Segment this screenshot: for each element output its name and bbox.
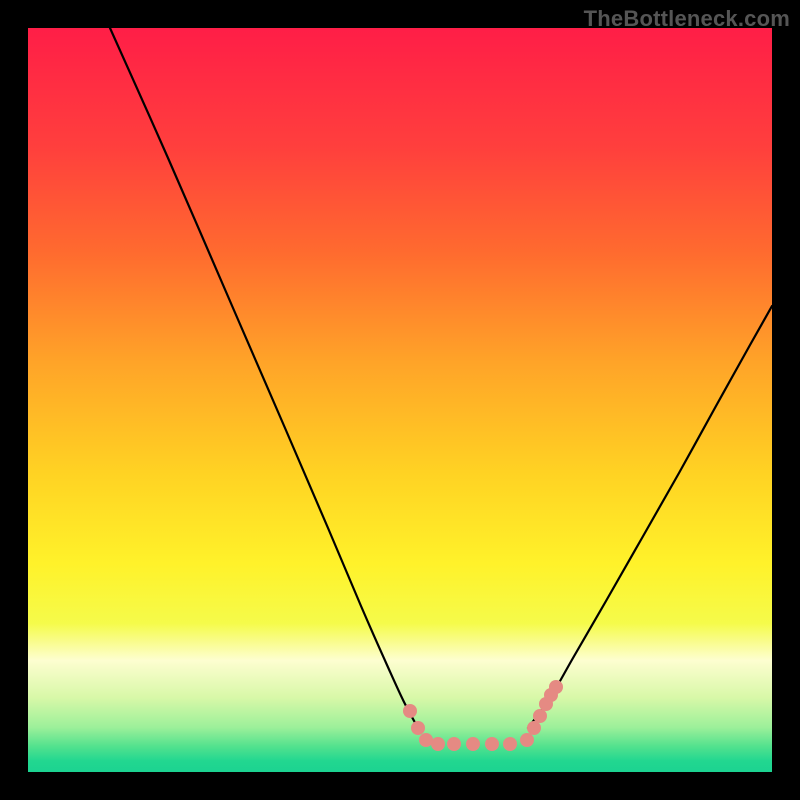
chart-frame: TheBottleneck.com: [0, 0, 800, 800]
bottleneck-chart: [28, 28, 772, 772]
data-dot-left: [466, 737, 480, 751]
plot-area: [28, 28, 772, 772]
data-dot-right: [527, 721, 541, 735]
data-dot-left: [419, 733, 433, 747]
data-dot-left: [485, 737, 499, 751]
data-dot-left: [503, 737, 517, 751]
data-dot-right: [549, 680, 563, 694]
data-dot-left: [411, 721, 425, 735]
gradient-background: [28, 28, 772, 772]
data-dot-left: [431, 737, 445, 751]
data-dot-right: [520, 733, 534, 747]
data-dot-right: [533, 709, 547, 723]
data-dot-left: [447, 737, 461, 751]
data-dot-left: [403, 704, 417, 718]
